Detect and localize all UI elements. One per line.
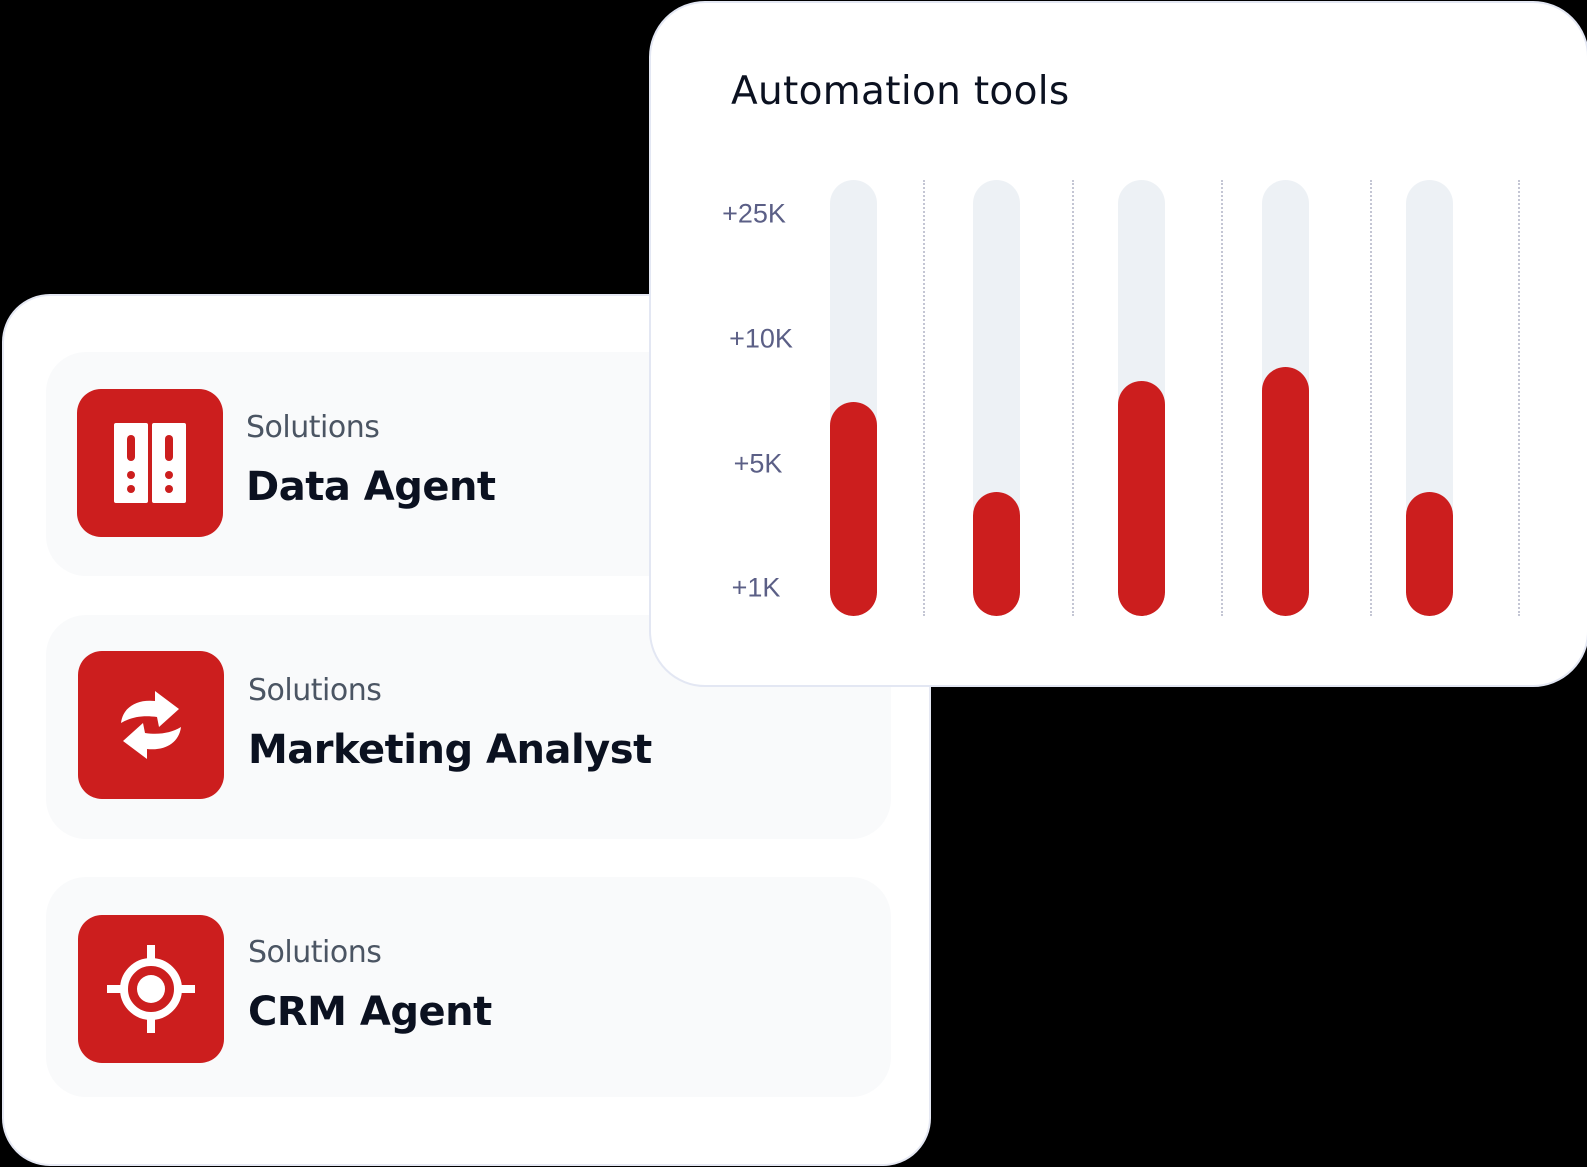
solution-item-crm-agent[interactable]: Solutions CRM Agent	[46, 877, 891, 1097]
bar-track-5	[1406, 180, 1453, 616]
bar-fill-2	[973, 492, 1020, 616]
bar-track-2	[973, 180, 1020, 616]
y-tick-label: +10K	[729, 323, 793, 354]
grid-separator	[1221, 180, 1223, 616]
solution-item-marketing-analyst[interactable]: Solutions Marketing Analyst	[46, 615, 891, 839]
automation-chart-card: Automation tools +25K +10K +5K +1K	[649, 1, 1587, 687]
solution-category: Solutions	[248, 673, 382, 708]
bar-track-1	[830, 180, 877, 616]
grid-separator	[923, 180, 925, 616]
bar-track-3	[1118, 180, 1165, 616]
crosshair-target-icon	[78, 915, 224, 1063]
y-tick-label: +1K	[731, 572, 781, 603]
bar-track-4	[1262, 180, 1309, 616]
bar-fill-4	[1262, 367, 1309, 616]
solution-title: Data Agent	[246, 464, 496, 510]
y-tick-label: +25K	[722, 198, 786, 229]
grid-separator	[1518, 180, 1520, 616]
solution-title: Marketing Analyst	[248, 727, 652, 773]
refresh-arrows-icon	[78, 651, 224, 799]
grid-separator	[1072, 180, 1074, 616]
bar-fill-3	[1118, 381, 1165, 616]
bar-fill-1	[830, 402, 877, 616]
chart-title: Automation tools	[731, 69, 1070, 114]
bar-fill-5	[1406, 492, 1453, 616]
y-tick-label: +5K	[733, 448, 783, 479]
solution-category: Solutions	[246, 410, 380, 445]
grid-separator	[1370, 180, 1372, 616]
solution-category: Solutions	[248, 935, 382, 970]
solution-title: CRM Agent	[248, 989, 492, 1035]
server-rack-icon	[77, 389, 223, 537]
